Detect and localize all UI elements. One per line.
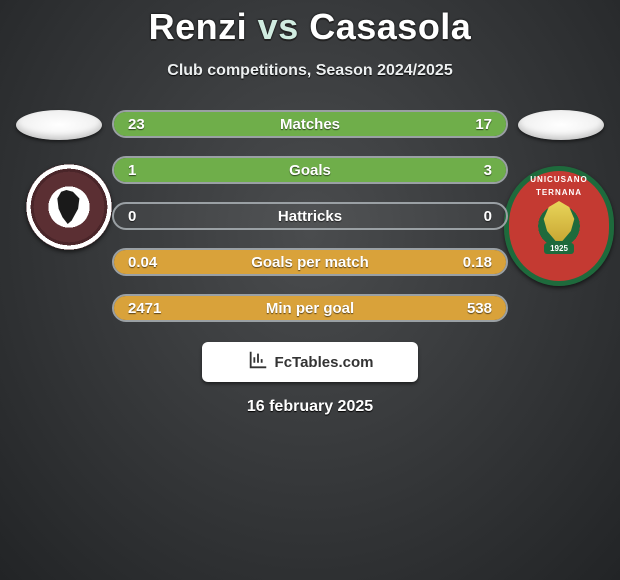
- stat-label: Min per goal: [114, 300, 506, 317]
- stats-bars: 23Matches17 1Goals3 0Hattricks0 0.04Goals p…: [112, 110, 508, 340]
- page-title: Renzi vs Casasola: [0, 0, 620, 48]
- crest-emblem: [542, 201, 576, 241]
- stat-right-value: 0: [484, 208, 492, 225]
- subtitle: Club competitions, Season 2024/2025: [0, 62, 620, 80]
- stat-right-value: 538: [467, 300, 492, 317]
- stat-bar: 0Hattricks0: [112, 202, 508, 230]
- stat-right-value: 17: [475, 116, 492, 133]
- stat-label: Hattricks: [114, 208, 506, 225]
- player1-avatar: [16, 110, 102, 140]
- stat-right-value: 0.18: [463, 254, 492, 271]
- player2-avatar: [518, 110, 604, 140]
- date-label: 16 february 2025: [0, 398, 620, 416]
- stat-label: Goals: [114, 162, 506, 179]
- stat-bar: 0.04Goals per match0.18: [112, 248, 508, 276]
- stat-label: Goals per match: [114, 254, 506, 271]
- fctables-link[interactable]: FcTables.com: [202, 342, 418, 382]
- player1-name: Renzi: [149, 6, 248, 47]
- vs-label: vs: [258, 6, 299, 47]
- stat-right-value: 3: [484, 162, 492, 179]
- player1-club-crest: [26, 164, 112, 250]
- player2-name: Casasola: [309, 6, 471, 47]
- crest-mid-text: TERNANA: [536, 188, 582, 197]
- stat-bar: 1Goals3: [112, 156, 508, 184]
- stat-label: Matches: [114, 116, 506, 133]
- chart-icon: [247, 349, 269, 375]
- logo-text: FcTables.com: [275, 354, 374, 371]
- player2-club-crest: UNICUSANO TERNANA 1925: [504, 166, 614, 286]
- stat-bar: 2471Min per goal538: [112, 294, 508, 322]
- crest-top-text: UNICUSANO: [530, 175, 587, 184]
- crest-year: 1925: [544, 243, 574, 254]
- stat-bar: 23Matches17: [112, 110, 508, 138]
